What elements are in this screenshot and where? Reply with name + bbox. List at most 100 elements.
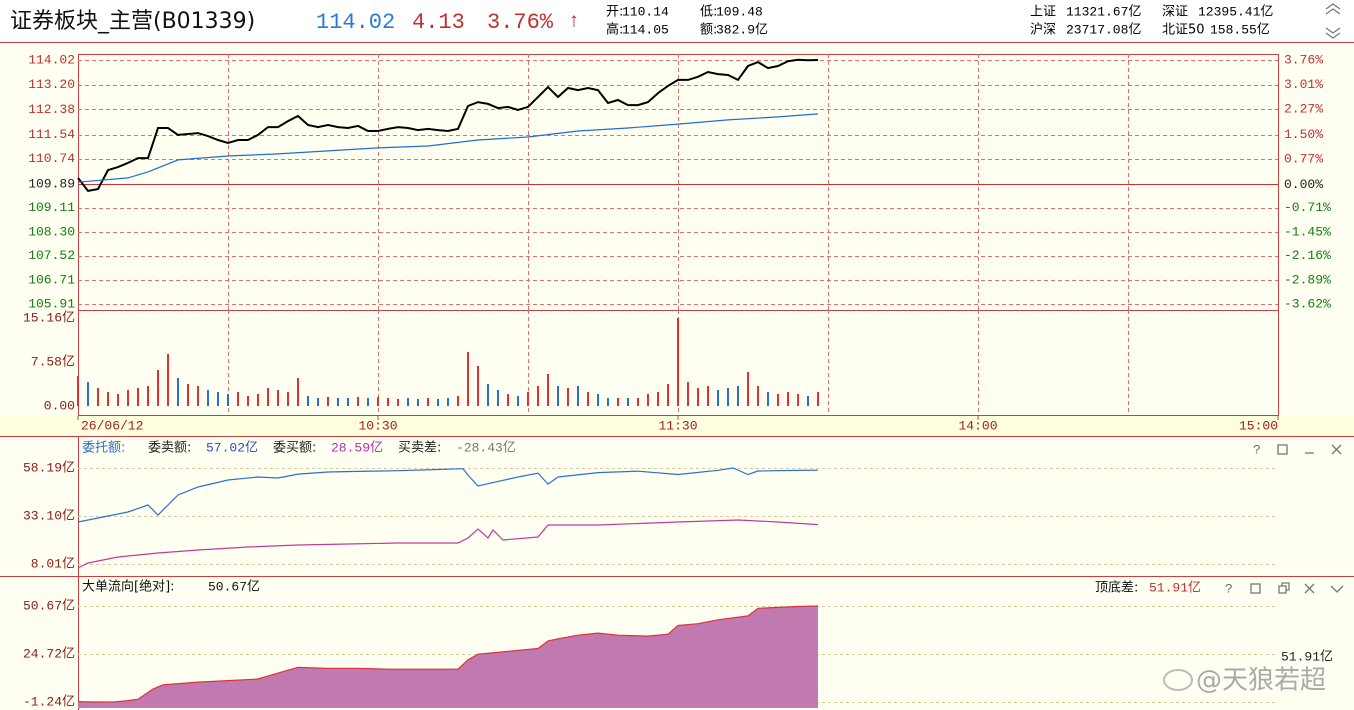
bar (347, 397, 349, 406)
bar (537, 385, 539, 406)
bar (427, 397, 429, 406)
index-value: 158.55亿 (1210, 22, 1270, 37)
restore-icon[interactable] (1278, 582, 1290, 594)
legend-value: 28.59亿 (331, 440, 383, 455)
panel-title: 大单流向[绝对]: (82, 579, 175, 595)
bar (357, 397, 359, 406)
y-tick-label: 33.10亿 (23, 508, 75, 523)
bar (87, 381, 89, 406)
series-line (77, 467, 819, 523)
bar (157, 370, 159, 406)
bar (747, 371, 749, 406)
legend-label: 委卖额: (148, 441, 191, 456)
y2-tick-label: 0.00% (1284, 177, 1323, 192)
bar (137, 388, 139, 406)
bar (757, 385, 759, 406)
bar (467, 351, 469, 406)
bar (257, 393, 259, 406)
y-tick-label: -1.24亿 (23, 694, 75, 709)
x-tick-label: 11:30 (658, 418, 697, 433)
bar (127, 389, 129, 406)
y-tick-label: 58.19亿 (23, 460, 75, 475)
price: 114.02 (316, 10, 395, 35)
stat-value: 109.48 (716, 4, 763, 19)
x-tick-label: 26/06/12 (81, 418, 143, 433)
bar (367, 397, 369, 406)
close-icon[interactable] (1331, 444, 1342, 455)
x-tick-label: 10:30 (358, 418, 397, 433)
bar (577, 385, 579, 406)
stat-label: 开: (606, 5, 623, 20)
bar (77, 375, 79, 406)
series-line (77, 519, 819, 569)
annotation-value: 51.91亿 (1149, 580, 1201, 595)
y2-tick-label: -1.45% (1284, 225, 1331, 240)
bar (337, 397, 339, 406)
panel-value: 50.67亿 (208, 579, 260, 594)
y-tick-label: 50.67亿 (23, 598, 75, 613)
stat-label: 高: (606, 22, 623, 38)
stat-value: 114.05 (622, 22, 669, 37)
panel-icons[interactable]: ? (1225, 581, 1344, 596)
bar (147, 385, 149, 406)
bar (97, 388, 99, 406)
bar (707, 385, 709, 406)
bar (727, 388, 729, 406)
bar (377, 397, 379, 406)
close-icon[interactable] (1304, 583, 1315, 594)
y2-tick-label: -0.71% (1284, 200, 1331, 215)
help-icon[interactable]: ? (1253, 442, 1261, 457)
scroll-icon[interactable] (1325, 3, 1341, 39)
bar (197, 385, 199, 406)
y-tick-label: 15.16亿 (23, 310, 75, 325)
y-tick-label: 107.52 (28, 248, 75, 263)
max-icon[interactable] (1250, 583, 1261, 594)
collapse-icon[interactable] (1330, 585, 1344, 593)
bar (807, 396, 809, 406)
y-tick-label: 105.91 (28, 296, 75, 311)
index-value: 11321.67亿 (1066, 4, 1141, 19)
y2-tick-label: 3.01% (1284, 77, 1323, 92)
bar (277, 389, 279, 406)
bar (767, 392, 769, 406)
side-label: 51.91亿 (1281, 649, 1333, 664)
y-tick-label: 114.02 (28, 52, 75, 67)
x-tick-label: 14:00 (958, 418, 997, 433)
y2-tick-label: 2.27% (1284, 102, 1323, 117)
y-tick-label: 0.00 (44, 398, 75, 413)
bar (507, 393, 509, 406)
bar (637, 397, 639, 406)
bar (587, 392, 589, 406)
index-label: 沪深 (1030, 22, 1056, 38)
panel-icons[interactable]: ? (1253, 442, 1342, 457)
stat-value: 382.9亿 (716, 22, 768, 37)
bar (187, 384, 189, 406)
bar (607, 397, 609, 406)
bar (447, 397, 449, 406)
y-tick-label: 7.58亿 (31, 354, 75, 369)
bar (777, 393, 779, 406)
bar (207, 389, 209, 406)
y2-tick-label: -2.16% (1284, 248, 1331, 263)
change-pct: 3.76% (487, 10, 554, 35)
legend-value: 57.02亿 (206, 440, 258, 455)
help-icon[interactable]: ? (1225, 581, 1233, 596)
header-bg (0, 0, 1354, 42)
bar (547, 374, 549, 406)
stat-label: 额: (700, 23, 717, 38)
max-icon[interactable] (1277, 444, 1288, 455)
y-tick-label: 113.20 (28, 77, 75, 92)
y-tick-label: 108.30 (28, 225, 75, 240)
change: 4.13 (412, 10, 465, 35)
index-value: 12395.41亿 (1198, 4, 1273, 19)
stat-label: 低: (700, 5, 717, 20)
y-tick-label: 110.74 (28, 151, 75, 166)
bar (457, 396, 459, 406)
bar (517, 396, 519, 406)
bar (647, 393, 649, 406)
bar (167, 353, 169, 406)
bar (657, 392, 659, 406)
y2-tick-label: 0.77% (1284, 151, 1323, 166)
